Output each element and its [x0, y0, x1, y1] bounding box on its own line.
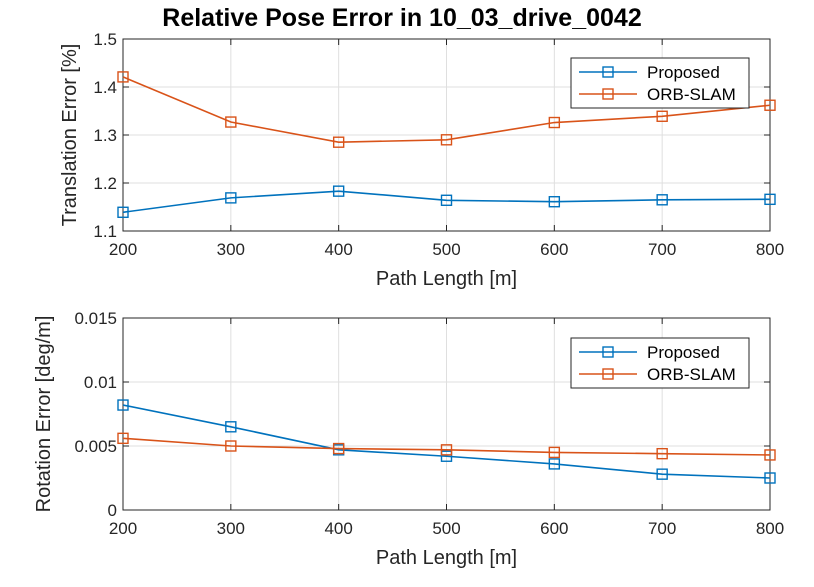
data-point-proposed	[764, 472, 776, 484]
y-tick-label: 1.3	[93, 126, 117, 145]
series-line-orb-slam	[122, 76, 771, 144]
data-point-proposed	[548, 196, 561, 208]
data-point-orb-slam	[225, 440, 237, 452]
data-point-orb-slam	[656, 447, 668, 460]
data-point-proposed	[332, 185, 345, 197]
legend-label-proposed: Proposed	[647, 343, 720, 362]
y-tick-label: 1.5	[93, 30, 117, 49]
legend-box	[570, 57, 750, 109]
data-point-proposed	[117, 399, 129, 411]
data-point-orb-slam	[332, 442, 345, 455]
data-point-orb-slam	[764, 99, 776, 111]
series-line-proposed	[122, 404, 771, 479]
y-tick-label: 0.005	[74, 437, 117, 456]
x-tick-label: 400	[324, 519, 352, 538]
data-point-proposed	[548, 458, 561, 470]
x-tick-label: 400	[324, 240, 352, 259]
chart-title: Relative Pose Error in 10_03_drive_0042	[162, 4, 641, 32]
x-tick-label: 800	[756, 519, 784, 538]
y-tick-label: 0	[108, 501, 117, 520]
x-tick-label: 200	[109, 240, 137, 259]
legend-marker-proposed	[602, 346, 614, 358]
legend-label-orb-slam: ORB-SLAM	[647, 365, 736, 384]
data-point-orb-slam	[225, 116, 237, 128]
x-tick-label: 500	[432, 519, 460, 538]
data-point-orb-slam	[764, 449, 776, 461]
data-point-orb-slam	[440, 134, 453, 146]
data-point-orb-slam	[548, 446, 561, 459]
x-tick-label: 500	[432, 240, 460, 259]
legend-box	[570, 337, 750, 389]
data-point-orb-slam	[440, 444, 453, 456]
y-tick-label: 1.2	[93, 174, 117, 193]
legend-label-orb-slam: ORB-SLAM	[647, 85, 736, 104]
x-tick-label: 700	[648, 240, 676, 259]
x-tick-label: 300	[217, 519, 245, 538]
data-point-orb-slam	[548, 116, 561, 129]
legend-label-proposed: Proposed	[647, 63, 720, 82]
y-tick-label: 1.4	[93, 78, 117, 97]
legend-marker-orb-slam	[602, 368, 614, 380]
x-axis-label: Path Length [m]	[376, 268, 517, 290]
data-point-orb-slam	[117, 432, 129, 445]
data-point-proposed	[117, 206, 129, 218]
legend-marker-proposed	[602, 66, 614, 78]
x-tick-label: 800	[756, 240, 784, 259]
data-point-proposed	[764, 193, 776, 206]
x-axis-label: Path Length [m]	[376, 547, 517, 569]
x-tick-label: 300	[217, 240, 245, 259]
data-point-orb-slam	[656, 110, 668, 122]
legend-marker-orb-slam	[602, 88, 614, 100]
x-tick-label: 600	[540, 519, 568, 538]
data-point-orb-slam	[332, 136, 345, 148]
data-point-orb-slam	[117, 71, 129, 83]
y-tick-label: 0.015	[74, 309, 117, 328]
data-point-proposed	[225, 421, 237, 433]
data-point-proposed	[656, 468, 668, 480]
data-point-proposed	[656, 194, 668, 206]
series-line-proposed	[122, 190, 771, 214]
data-point-proposed	[440, 194, 453, 206]
y-axis-label: Rotation Error [deg/m]	[33, 316, 55, 513]
y-axis-label: Translation Error [%]	[59, 44, 81, 227]
y-tick-label: 1.1	[93, 222, 117, 241]
data-point-proposed	[225, 192, 237, 204]
x-tick-label: 600	[540, 240, 568, 259]
data-point-proposed	[440, 450, 453, 462]
x-tick-label: 200	[109, 519, 137, 538]
y-tick-label: 0.01	[84, 373, 117, 392]
x-tick-label: 700	[648, 519, 676, 538]
series-line-orb-slam	[122, 437, 771, 456]
